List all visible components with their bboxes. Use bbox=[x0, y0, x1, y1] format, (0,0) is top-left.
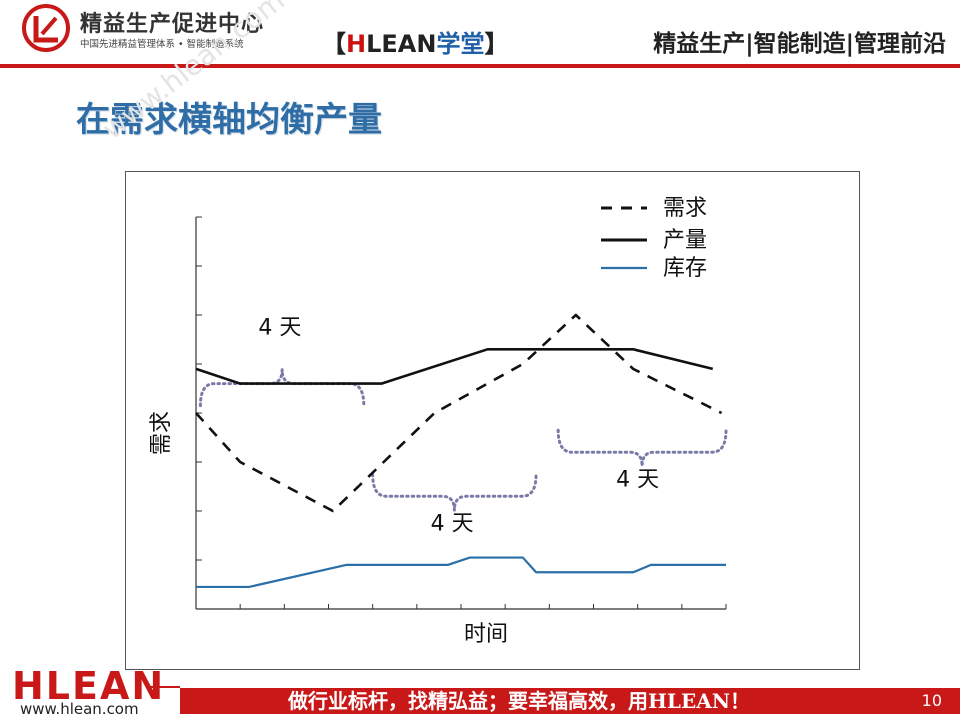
series-line-1 bbox=[195, 313, 723, 513]
center-school: 学堂 bbox=[436, 30, 485, 58]
center-bracket-left: 【 bbox=[322, 30, 346, 58]
footer-slogan: 做行业标杆，找精弘益；要幸福高效，用HLEAN！ bbox=[288, 689, 751, 713]
brand-subtitle: 中国先进精益管理体系 • 智能制造系统 bbox=[80, 39, 244, 50]
duration-brace-1 bbox=[198, 369, 366, 408]
hlean-logo-icon bbox=[22, 4, 70, 52]
legend-label-2: 产量 bbox=[663, 228, 707, 253]
y-axis-label: 需求 bbox=[149, 411, 174, 455]
center-lean: LEAN bbox=[366, 30, 437, 58]
x-axis-label: 时间 bbox=[464, 622, 508, 647]
center-title: 【HLEAN学堂】 bbox=[322, 24, 508, 59]
legend-label-1: 需求 bbox=[663, 196, 707, 221]
brand-name: 精益生产促进中心 bbox=[80, 12, 265, 37]
annotation-label-1: 4 天 bbox=[258, 316, 301, 341]
series-line-2 bbox=[195, 348, 714, 385]
legend-label-3: 库存 bbox=[663, 256, 707, 281]
footer-logo: HLEAN bbox=[12, 664, 166, 708]
footer-url: www.hlean.com bbox=[20, 700, 139, 718]
page-number: 10 bbox=[921, 691, 942, 710]
center-h: H bbox=[346, 30, 367, 58]
annotation-label-2: 4 天 bbox=[431, 512, 474, 537]
slide-title: 在需求横轴均衡产量 bbox=[76, 100, 382, 140]
duration-brace-2 bbox=[371, 472, 538, 511]
header-tagline: 精益生产|智能制造|管理前沿 bbox=[653, 31, 946, 57]
duration-brace-3 bbox=[556, 428, 728, 467]
header-divider bbox=[0, 64, 960, 68]
footer-bar bbox=[180, 688, 960, 714]
footer-divider bbox=[150, 686, 180, 688]
center-bracket-right: 】 bbox=[484, 30, 509, 58]
series-line-3 bbox=[196, 556, 726, 589]
annotation-label-3: 4 天 bbox=[616, 468, 659, 493]
